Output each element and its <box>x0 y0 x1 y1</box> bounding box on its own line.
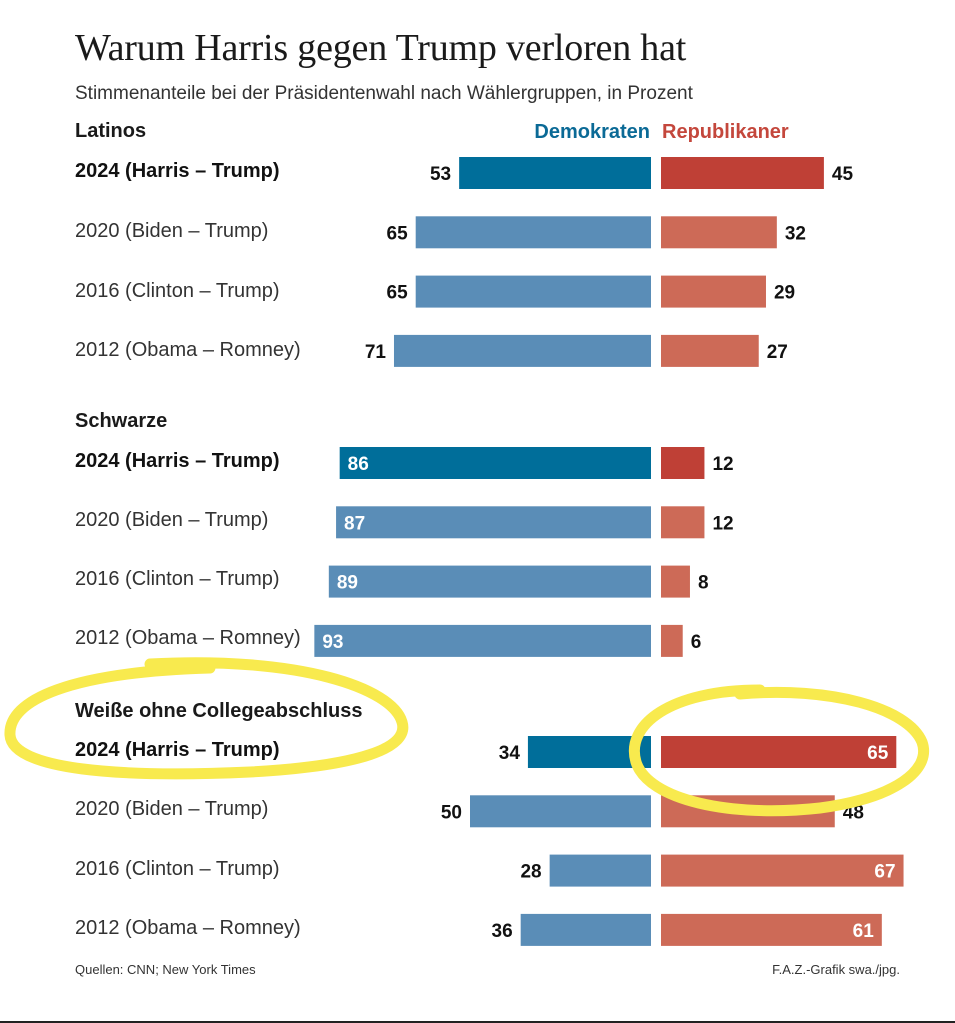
value-label-republicans: 27 <box>767 342 788 363</box>
value-label-democrats: 89 <box>337 573 358 594</box>
bar-republicans <box>661 736 896 768</box>
bar-democrats <box>521 914 651 946</box>
bar-democrats <box>329 566 651 598</box>
bar-republicans <box>661 506 704 538</box>
bar-democrats <box>314 625 651 657</box>
bar-republicans <box>661 795 835 827</box>
value-label-republicans: 61 <box>853 921 875 942</box>
value-label-republicans: 67 <box>874 862 895 883</box>
value-label-republicans: 8 <box>698 573 709 594</box>
bar-republicans <box>661 335 759 367</box>
footer-credit: F.A.Z.-Grafik swa./jpg. <box>772 962 900 977</box>
value-label-democrats: 28 <box>520 862 541 883</box>
value-label-democrats: 87 <box>344 513 365 534</box>
bar-republicans <box>661 447 704 479</box>
bar-republicans <box>661 276 766 308</box>
bar-republicans <box>661 216 777 248</box>
bar-republicans <box>661 566 690 598</box>
value-label-republicans: 65 <box>867 743 889 764</box>
value-label-democrats: 50 <box>441 802 462 823</box>
value-label-republicans: 12 <box>712 454 733 475</box>
value-label-democrats: 53 <box>430 164 451 185</box>
bar-democrats <box>340 447 651 479</box>
footer-sources: Quellen: CNN; New York Times <box>75 962 256 977</box>
bar-democrats <box>528 736 651 768</box>
bar-republicans <box>661 855 904 887</box>
value-label-democrats: 93 <box>322 632 343 653</box>
value-label-democrats: 65 <box>387 283 409 304</box>
bar-democrats <box>394 335 651 367</box>
value-label-democrats: 65 <box>387 223 409 244</box>
bar-democrats <box>416 276 651 308</box>
value-label-democrats: 34 <box>499 743 521 764</box>
value-label-republicans: 32 <box>785 223 806 244</box>
value-label-republicans: 29 <box>774 283 795 304</box>
bar-democrats <box>416 216 651 248</box>
bar-republicans <box>661 914 882 946</box>
value-label-democrats: 86 <box>348 454 369 475</box>
value-label-republicans: 12 <box>712 513 733 534</box>
bar-democrats <box>459 157 651 189</box>
bar-democrats <box>470 795 651 827</box>
bar-democrats <box>550 855 651 887</box>
bar-republicans <box>661 625 683 657</box>
value-label-democrats: 36 <box>492 921 513 942</box>
value-label-republicans: 6 <box>691 632 702 653</box>
value-label-democrats: 71 <box>365 342 387 363</box>
value-label-republicans: 48 <box>843 802 864 823</box>
bar-republicans <box>661 157 824 189</box>
bar-democrats <box>336 506 651 538</box>
value-label-republicans: 45 <box>832 164 854 185</box>
diverging-bar-chart: 53 45 65 32 65 29 71 27 86 12 87 12 89 8 93 6 34 65 50 48 28… <box>0 0 955 1023</box>
